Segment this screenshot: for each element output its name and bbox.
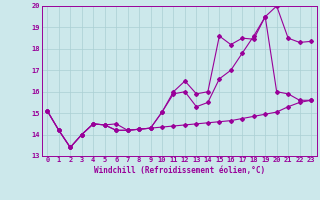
X-axis label: Windchill (Refroidissement éolien,°C): Windchill (Refroidissement éolien,°C) [94,166,265,175]
